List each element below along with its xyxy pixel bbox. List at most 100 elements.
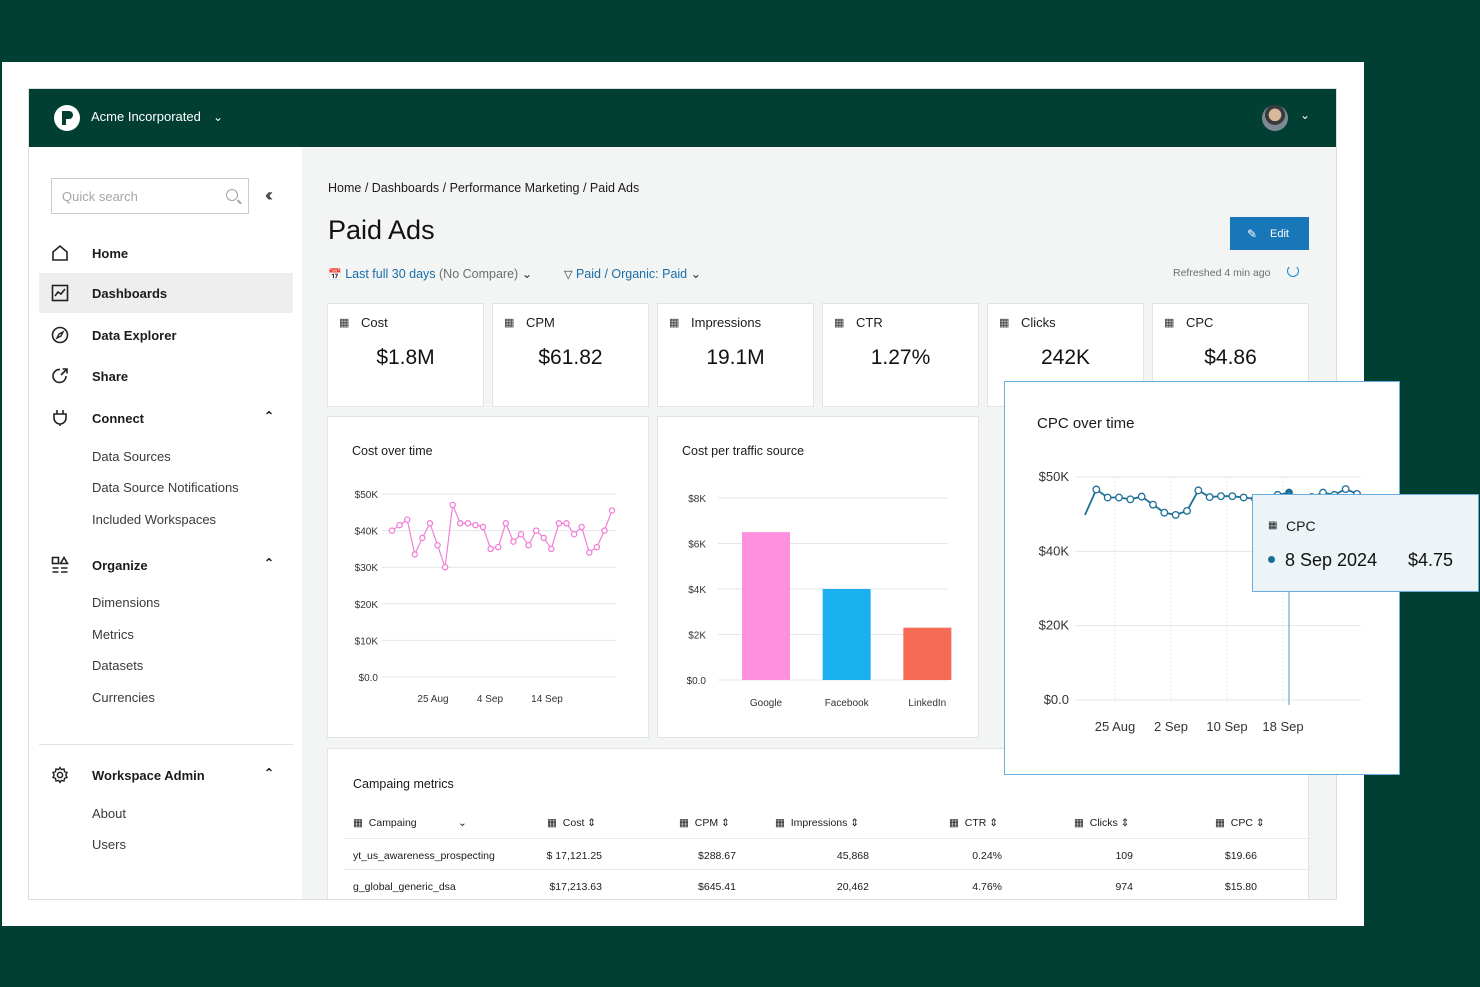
data-point: [1205, 493, 1214, 502]
cost-per-traffic-source-chart[interactable]: $8K $6K $4K $2K $0.0 Google Facebook LinkedIn: [658, 417, 980, 739]
data-point: [593, 543, 601, 551]
chart-title: Cost per traffic source: [682, 444, 805, 458]
row-divider: [344, 838, 1310, 839]
cell-ctr: 4.76%: [972, 881, 1002, 893]
kpi-value: $1.8M: [376, 346, 435, 369]
y-tick-label: $4K: [688, 585, 706, 596]
app-logo: [54, 105, 80, 131]
column-header-label: Cost: [562, 817, 585, 829]
column-header-campaign[interactable]: ▦ Campaing: [353, 817, 417, 829]
data-point: [388, 527, 396, 534]
sidebar-item-workspace-admin[interactable]: Workspace Admin ⌃: [39, 755, 293, 795]
y-tick-label: $50K: [355, 490, 379, 501]
data-point: [563, 520, 570, 527]
tooltip-value: $4.75: [1408, 550, 1454, 570]
sidebar-subitem-users[interactable]: Users: [92, 837, 126, 852]
kpi-card-cpm[interactable]: ▦ CPM $61.82: [492, 303, 649, 407]
x-tick-label: 18 Sep: [1262, 719, 1303, 734]
data-point: [555, 520, 563, 527]
y-tick-label: $40K: [355, 527, 379, 538]
kpi-card-impressions[interactable]: ▦ Impressions 19.1M: [657, 303, 814, 407]
sidebar-subitem-datasets[interactable]: Datasets: [92, 658, 144, 673]
data-point: [510, 538, 517, 545]
bar: [742, 532, 790, 680]
column-header-label: Impressions: [790, 817, 848, 829]
date-filter[interactable]: 📅 Last full 30 days (No Compare) ⌄: [328, 266, 532, 281]
chevron-up-icon[interactable]: ⌃: [264, 409, 275, 423]
sidebar-subitem-currencies[interactable]: Currencies: [92, 690, 155, 705]
kpi-card-ctr[interactable]: ▦ CTR 1.27%: [822, 303, 979, 407]
cell-impressions: 20,462: [836, 881, 869, 893]
kpi-value: 19.1M: [706, 346, 765, 369]
column-header-label: CPC: [1230, 817, 1253, 829]
sidebar-item-data-explorer[interactable]: Data Explorer: [39, 315, 293, 355]
kpi-label: Clicks: [1021, 315, 1056, 330]
data-point: [1103, 493, 1112, 502]
sidebar-item-organize[interactable]: Organize ⌃: [39, 545, 293, 585]
sidebar-item-home[interactable]: Home: [39, 233, 293, 273]
data-point: [525, 541, 532, 549]
avatar[interactable]: [1262, 105, 1288, 131]
cost-over-time-chart[interactable]: $50K $40K $30K $20K $10K $0.0 25 Aug 4 Sep 14 Se…: [328, 417, 650, 739]
chevron-up-icon[interactable]: ⌃: [264, 766, 275, 780]
cell-cpc: $19.66: [1224, 850, 1257, 862]
edit-button[interactable]: ✎ Edit: [1230, 217, 1309, 250]
cell-cost: $17,213.63: [549, 881, 602, 893]
y-tick-label: $0.0: [359, 673, 379, 684]
chevron-up-icon[interactable]: ⌃: [264, 556, 275, 570]
org-switcher[interactable]: Acme Incorporated: [91, 109, 201, 124]
gear-icon: [52, 766, 68, 784]
refresh-status: Refreshed 4 min ago: [1173, 267, 1271, 279]
x-tick-label: 25 Aug: [1095, 719, 1136, 734]
data-point: [578, 523, 585, 531]
kpi-card-cost[interactable]: ▦ Cost $1.8M: [327, 303, 484, 407]
sidebar-subitem-data-sources[interactable]: Data Sources: [92, 449, 171, 464]
data-point: [585, 549, 593, 556]
cost-over-time-card: Cost over time $50K $40K $30K $20K $10K $0.0 2…: [327, 416, 649, 738]
chevron-down-icon[interactable]: ⌄: [458, 817, 467, 829]
data-point: [1228, 492, 1237, 501]
sidebar-item-dashboards[interactable]: Dashboards: [39, 273, 293, 313]
column-header-cpm[interactable]: ▦ CPM ⇕: [679, 817, 730, 829]
chevron-down-icon[interactable]: ⌄: [1300, 108, 1311, 122]
collapse-sidebar-icon[interactable]: ‹‹: [265, 185, 273, 205]
data-point: [1341, 485, 1350, 493]
page-title: Paid Ads: [328, 215, 435, 245]
sidebar-item-label: Share: [92, 369, 129, 384]
sidebar-subitem-dimensions[interactable]: Dimensions: [92, 595, 160, 610]
kpi-label: CTR: [856, 315, 883, 330]
data-point: [1217, 492, 1225, 501]
kpi-label: Cost: [361, 315, 388, 330]
home-icon: [52, 244, 68, 261]
data-point: [487, 545, 494, 553]
cell-cost: $ 17,121.25: [546, 850, 602, 862]
breadcrumb[interactable]: Home / Dashboards / Performance Marketin…: [328, 181, 640, 195]
kpi-value: $4.86: [1204, 346, 1257, 369]
sidebar-subitem-about[interactable]: About: [92, 806, 126, 821]
column-header-impressions[interactable]: ▦ Impressions ⇕: [775, 817, 860, 829]
source-filter[interactable]: ▽ Paid / Organic: Paid ⌄: [564, 266, 701, 281]
data-point: [479, 523, 487, 531]
column-header-cpc[interactable]: ▦ CPC ⇕: [1215, 817, 1265, 829]
metric-icon: ▦: [999, 317, 1010, 329]
sidebar-subitem-data-source-notifications[interactable]: Data Source Notifications: [92, 480, 239, 495]
share-icon: [52, 368, 68, 384]
sidebar-subitem-included-workspaces[interactable]: Included Workspaces: [92, 512, 217, 527]
sidebar-item-connect[interactable]: Connect ⌃: [39, 398, 293, 438]
chevron-down-icon[interactable]: ⌄: [213, 110, 224, 124]
sidebar-item-share[interactable]: Share: [39, 356, 293, 396]
search-input[interactable]: Quick search: [51, 178, 249, 214]
data-point: [457, 520, 464, 527]
metric-icon: ▦: [834, 317, 845, 329]
y-tick-label: $20K: [1039, 618, 1070, 633]
column-header-ctr[interactable]: ▦ CTR ⇕: [949, 817, 999, 829]
refresh-icon[interactable]: [1287, 265, 1299, 277]
column-header-cost[interactable]: ▦ Cost ⇕: [547, 817, 597, 829]
y-tick-label: $20K: [355, 600, 379, 611]
cell-ctr: 0.24%: [972, 850, 1002, 862]
column-header-clicks[interactable]: ▦ Clicks ⇕: [1074, 817, 1130, 829]
date-filter-value: Last full 30 days: [345, 267, 436, 281]
y-tick-label: $40K: [1039, 543, 1070, 558]
sidebar-subitem-metrics[interactable]: Metrics: [92, 627, 134, 642]
data-point: [502, 520, 510, 527]
